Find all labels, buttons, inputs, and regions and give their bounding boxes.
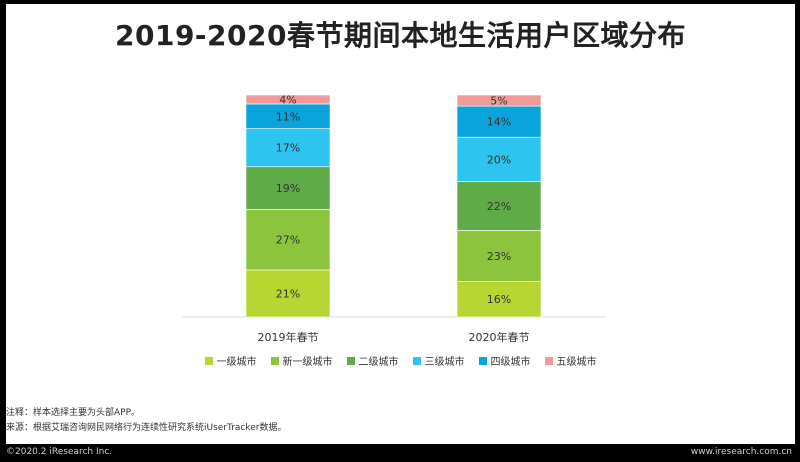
legend-swatch (346, 356, 355, 365)
bar-segment (245, 103, 331, 129)
legend-item: 新一级城市 (270, 353, 333, 368)
legend-swatch (412, 356, 421, 365)
bar-segment (456, 230, 542, 282)
legend-swatch (204, 356, 213, 365)
bar-segment (456, 181, 542, 231)
bar-segment (245, 128, 331, 168)
data-label: 11% (276, 110, 300, 123)
legend-swatch (478, 356, 487, 365)
legend-label: 二级城市 (358, 357, 399, 368)
website-text: www.iresearch.com.cn (690, 447, 792, 457)
legend-item: 四级城市 (478, 353, 531, 368)
legend-item: 五级城市 (544, 353, 597, 368)
data-label: 23% (487, 250, 511, 263)
chart-source: 来源：根据艾瑞咨询网民网络行为连续性研究系统iUserTracker数据。 (6, 423, 287, 433)
bar-segment (456, 94, 542, 107)
legend-swatch (270, 356, 279, 365)
slide: 2019-2020春节期间本地生活用户区域分布 21% 27% 19% 17% 11% 4… (6, 4, 795, 444)
data-label: 14% (487, 116, 511, 129)
legend-label: 新一级城市 (282, 357, 333, 368)
bar-segment (245, 166, 331, 210)
legend-label: 四级城市 (490, 357, 531, 368)
data-label: 22% (487, 200, 511, 213)
x-tick-label: 2020年春节 (469, 330, 530, 344)
bar-segment (245, 269, 331, 318)
data-label: 4% (279, 93, 296, 106)
copyright-text: ©2020.2 iResearch Inc. (6, 447, 113, 457)
bar-segment (245, 209, 331, 271)
data-label: 20% (487, 153, 511, 166)
data-label: 21% (276, 287, 300, 300)
x-tick-label: 2019年春节 (258, 330, 319, 344)
legend-label: 三级城市 (424, 357, 465, 368)
bar-segment (456, 281, 542, 318)
data-label: 19% (276, 182, 300, 195)
data-label: 17% (276, 142, 300, 155)
chart-note: 注释：样本选择主要为头部APP。 (6, 408, 141, 418)
legend-item: 三级城市 (412, 353, 465, 368)
legend-item: 一级城市 (204, 353, 257, 368)
legend-label: 五级城市 (556, 357, 597, 368)
data-label: 27% (276, 234, 300, 247)
bar-segment (456, 105, 542, 138)
bar-segment (245, 94, 331, 105)
bar-segment (456, 136, 542, 182)
data-label: 16% (487, 293, 511, 306)
legend-swatch (544, 356, 553, 365)
legend-item: 二级城市 (346, 353, 399, 368)
legend-label: 一级城市 (216, 357, 257, 368)
stacked-bar-chart: 21% 27% 19% 17% 11% 4% 2019年春节 16% 23% 22% 20% 14% 5… (182, 93, 606, 344)
chart-legend: 一级城市 新一级城市 二级城市 三级城市 四级城市 五级城市 (6, 353, 795, 368)
data-label: 5% (490, 95, 507, 108)
chart-title: 2019-2020春节期间本地生活用户区域分布 (115, 19, 686, 52)
